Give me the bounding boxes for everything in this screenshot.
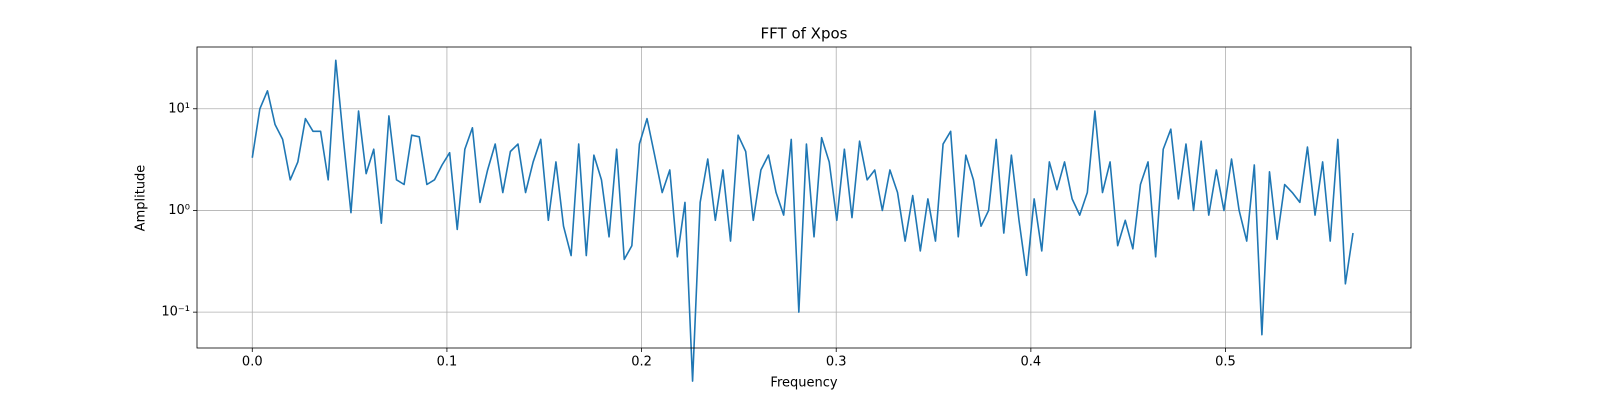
y-axis-label: Amplitude: [134, 165, 149, 232]
plot-frame: [196, 46, 1412, 349]
chart-title: FFT of Xpos: [761, 25, 848, 43]
y-tick-label: 10¹: [168, 101, 190, 116]
data-line: [251, 59, 1354, 382]
x-tick-label: 0.0: [242, 355, 263, 370]
x-tick-label: 0.4: [1021, 355, 1042, 370]
x-tick-label: 0.2: [631, 355, 652, 370]
y-tick-label: 10⁰: [168, 203, 190, 218]
y-tick-label: 10⁻¹: [161, 305, 190, 320]
x-tick-label: 0.3: [826, 355, 847, 370]
x-axis-label: Frequency: [770, 376, 837, 391]
x-tick-label: 0.5: [1215, 355, 1236, 370]
x-tick-label: 0.1: [437, 355, 458, 370]
